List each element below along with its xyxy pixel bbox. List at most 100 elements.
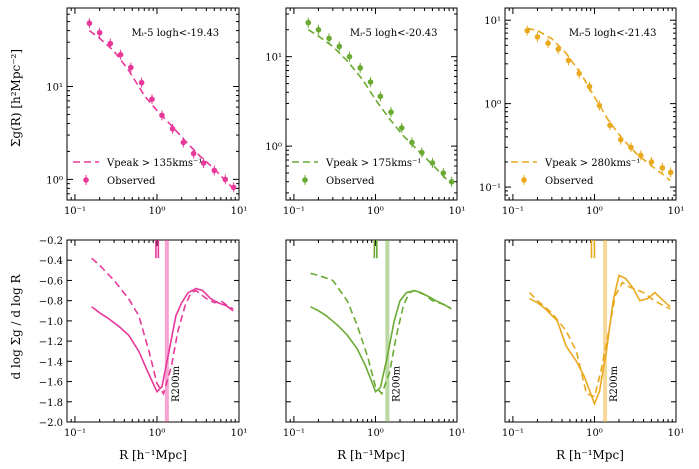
bottom-panel-1-r200m-band <box>164 240 169 422</box>
top-panel-2-observed-point <box>418 149 425 156</box>
top-panel-2-title: Mᵢ-5 logh<-20.43 <box>350 28 438 39</box>
xlabel-3: R [h⁻¹Mpc] <box>556 448 624 462</box>
bottom-panel-2-r200m-label: R200m <box>391 365 402 402</box>
plots-layer: 10⁻¹ 10⁰ 10¹ 10⁰ 10¹ Mᵢ-5 logh<-19.43 Vpeak > … <box>39 7 685 439</box>
bottom-panel-1-y-tick-label: −1.8 <box>39 398 63 409</box>
bottom-panel-3-r200m-band <box>603 240 608 422</box>
ylabel-bottom: d log Σg / d log R <box>9 274 23 380</box>
bottom-panel-1-y-tick-label: −2.0 <box>39 418 63 429</box>
top-panel-3-y-tick-label: 10¹ <box>484 16 501 27</box>
bottom-panel-1-y-tick-label: −1.6 <box>39 378 63 389</box>
top-panel-2-observed-point <box>377 93 384 100</box>
top-panel-1-observed-point <box>86 20 93 27</box>
top-panel-3-x-tick-label: 10⁻¹ <box>502 206 524 217</box>
top-panel-2-x-tick-label: 10¹ <box>449 206 466 217</box>
top-panel-3-observed-point <box>607 122 613 129</box>
top-panel-1-observed-point <box>96 29 103 36</box>
top-panel-2-x-tick-label: 10⁰ <box>367 206 384 217</box>
top-panel-2-observed-point <box>448 178 455 185</box>
bottom-panel-2-x-tick-label: 10⁻¹ <box>283 428 305 439</box>
top-panel-2-legend-observed-swatch <box>302 177 308 183</box>
top-panel-2-y-tick-label: 10¹ <box>265 53 282 64</box>
top-panel-1-observed-point <box>211 167 218 174</box>
top-panel-3-x-tick-label: 10⁰ <box>586 206 603 217</box>
bottom-panel-2-model-line <box>310 272 452 396</box>
bottom-panel-1-y-tick-label: −1.4 <box>39 357 63 368</box>
top-panel-2-observed-point <box>336 43 343 50</box>
top-panel-3-observed-point <box>628 144 634 151</box>
bottom-panel-3-x-tick-label: 10¹ <box>668 428 685 439</box>
bottom-panel-2-x-tick-label: 10¹ <box>449 428 466 439</box>
top-panel-1-x-tick-label: 10⁻¹ <box>64 206 86 217</box>
top-panel-2-observed-point <box>367 79 374 85</box>
top-panel-1-observed-point <box>222 176 229 183</box>
top-panel-3-observed-point <box>637 152 644 159</box>
top-panel-1-observed-point <box>138 79 145 86</box>
bottom-panel-1-y-tick-label: −0.4 <box>39 256 63 267</box>
bottom-panel-1-x-tick-label: 10¹ <box>231 428 248 439</box>
top-panel-3-y-tick-label: 10⁰ <box>484 100 501 111</box>
top-panel-1-legend-observed-swatch <box>83 177 89 183</box>
top-panel-1-observed-point <box>128 64 134 71</box>
bottom-panel-1-y-tick-label: −1.2 <box>39 337 63 348</box>
top-panel-3-observed-point <box>524 27 531 34</box>
top-panel-1-observed-point <box>200 160 207 166</box>
top-panel-1-x-tick-label: 10⁰ <box>149 206 166 217</box>
top-panel-1-observed-point <box>117 51 124 58</box>
top-panel-1-x-tick-label: 10¹ <box>231 206 248 217</box>
top-panel-3-observed-point <box>555 46 562 52</box>
top-panel-1-observed-point <box>190 150 197 157</box>
top-panel-3-observed-point <box>576 70 582 77</box>
top-panel-3-legend-observed-label: Observed <box>545 176 594 187</box>
top-panel-3-observed-point <box>617 136 624 143</box>
top-panel-2-observed-point <box>388 109 394 115</box>
top-panel-3-observed-point <box>659 165 666 171</box>
bottom-panel-3-x-tick-label: 10⁻¹ <box>502 428 524 439</box>
top-panel-3-x-tick-label: 10¹ <box>668 206 685 217</box>
top-panel-1-observed-point <box>159 112 165 119</box>
top-panel-1-observed-point <box>169 126 176 132</box>
top-panel-1-observed-point <box>230 184 237 191</box>
top-panel-2-model-line <box>307 29 452 185</box>
top-panel-1-y-tick-label: 10⁰ <box>46 175 63 186</box>
bottom-panel-1-observed-line <box>91 287 234 394</box>
bottom-panel-1-y-tick-label: −0.8 <box>39 297 63 308</box>
bottom-panel-3-model-line <box>528 281 671 398</box>
bottom-panel-1-y-tick-label: −0.2 <box>39 236 63 247</box>
top-panel-2-observed-point <box>305 19 312 26</box>
top-panel-1-observed-point <box>149 96 155 102</box>
bottom-panel-3-x-tick-label: 10⁰ <box>586 428 603 439</box>
bottom-panel-2-r200m-band <box>385 240 390 422</box>
top-panel-1-observed-point <box>107 40 114 47</box>
bottom-panel-1-x-tick-label: 10⁻¹ <box>64 428 86 439</box>
top-panel-2-legend-observed-label: Observed <box>326 176 375 187</box>
top-panel-2-observed-point <box>440 170 447 176</box>
top-panel-2-x-tick-label: 10⁻¹ <box>283 206 305 217</box>
ylabel-top: Σg(R) [h²Mpc⁻²] <box>9 49 23 147</box>
top-panel-1-y-tick-label: 10¹ <box>46 83 63 94</box>
top-panel-2-observed-point <box>326 35 332 42</box>
top-panel-3-observed-point <box>586 83 593 90</box>
top-panel-2-legend-model-label: Vpeak > 175kms⁻¹ <box>325 158 421 169</box>
top-panel-3-model-line <box>527 27 671 182</box>
bottom-panel-1-x-tick-label: 10⁰ <box>149 428 166 439</box>
bottom-panel-2-observed-line <box>310 289 452 394</box>
top-panel-3-observed-point <box>545 40 551 46</box>
top-panel-3-title: Mᵢ-5 logh<-21.43 <box>569 28 657 39</box>
top-panel-3-legend-observed-swatch <box>521 177 527 183</box>
top-panel-1-title: Mᵢ-5 logh<-19.43 <box>132 28 220 39</box>
bottom-panel-3-r200m-label: R200m <box>609 365 620 402</box>
top-panel-3-observed-point <box>565 57 572 64</box>
top-panel-2-y-tick-label: 10⁰ <box>265 142 282 153</box>
bottom-panel-1-r200m-label: R200m <box>171 365 182 402</box>
bottom-panel-2-frame <box>285 239 458 423</box>
top-panel-2-observed-point <box>357 65 363 71</box>
xlabel-2: R [h⁻¹Mpc] <box>337 448 405 462</box>
top-panel-2-observed-point <box>315 26 322 33</box>
top-panel-1-legend-observed-label: Observed <box>107 176 156 187</box>
bottom-panel-1-model-line <box>91 257 234 396</box>
top-panel-2-observed-point <box>409 139 415 146</box>
bottom-panel-3-observed-line <box>529 274 671 406</box>
top-panel-2-observed-point <box>429 160 436 166</box>
top-panel-1-legend-model-label: Vpeak > 135kms⁻¹ <box>106 158 202 169</box>
